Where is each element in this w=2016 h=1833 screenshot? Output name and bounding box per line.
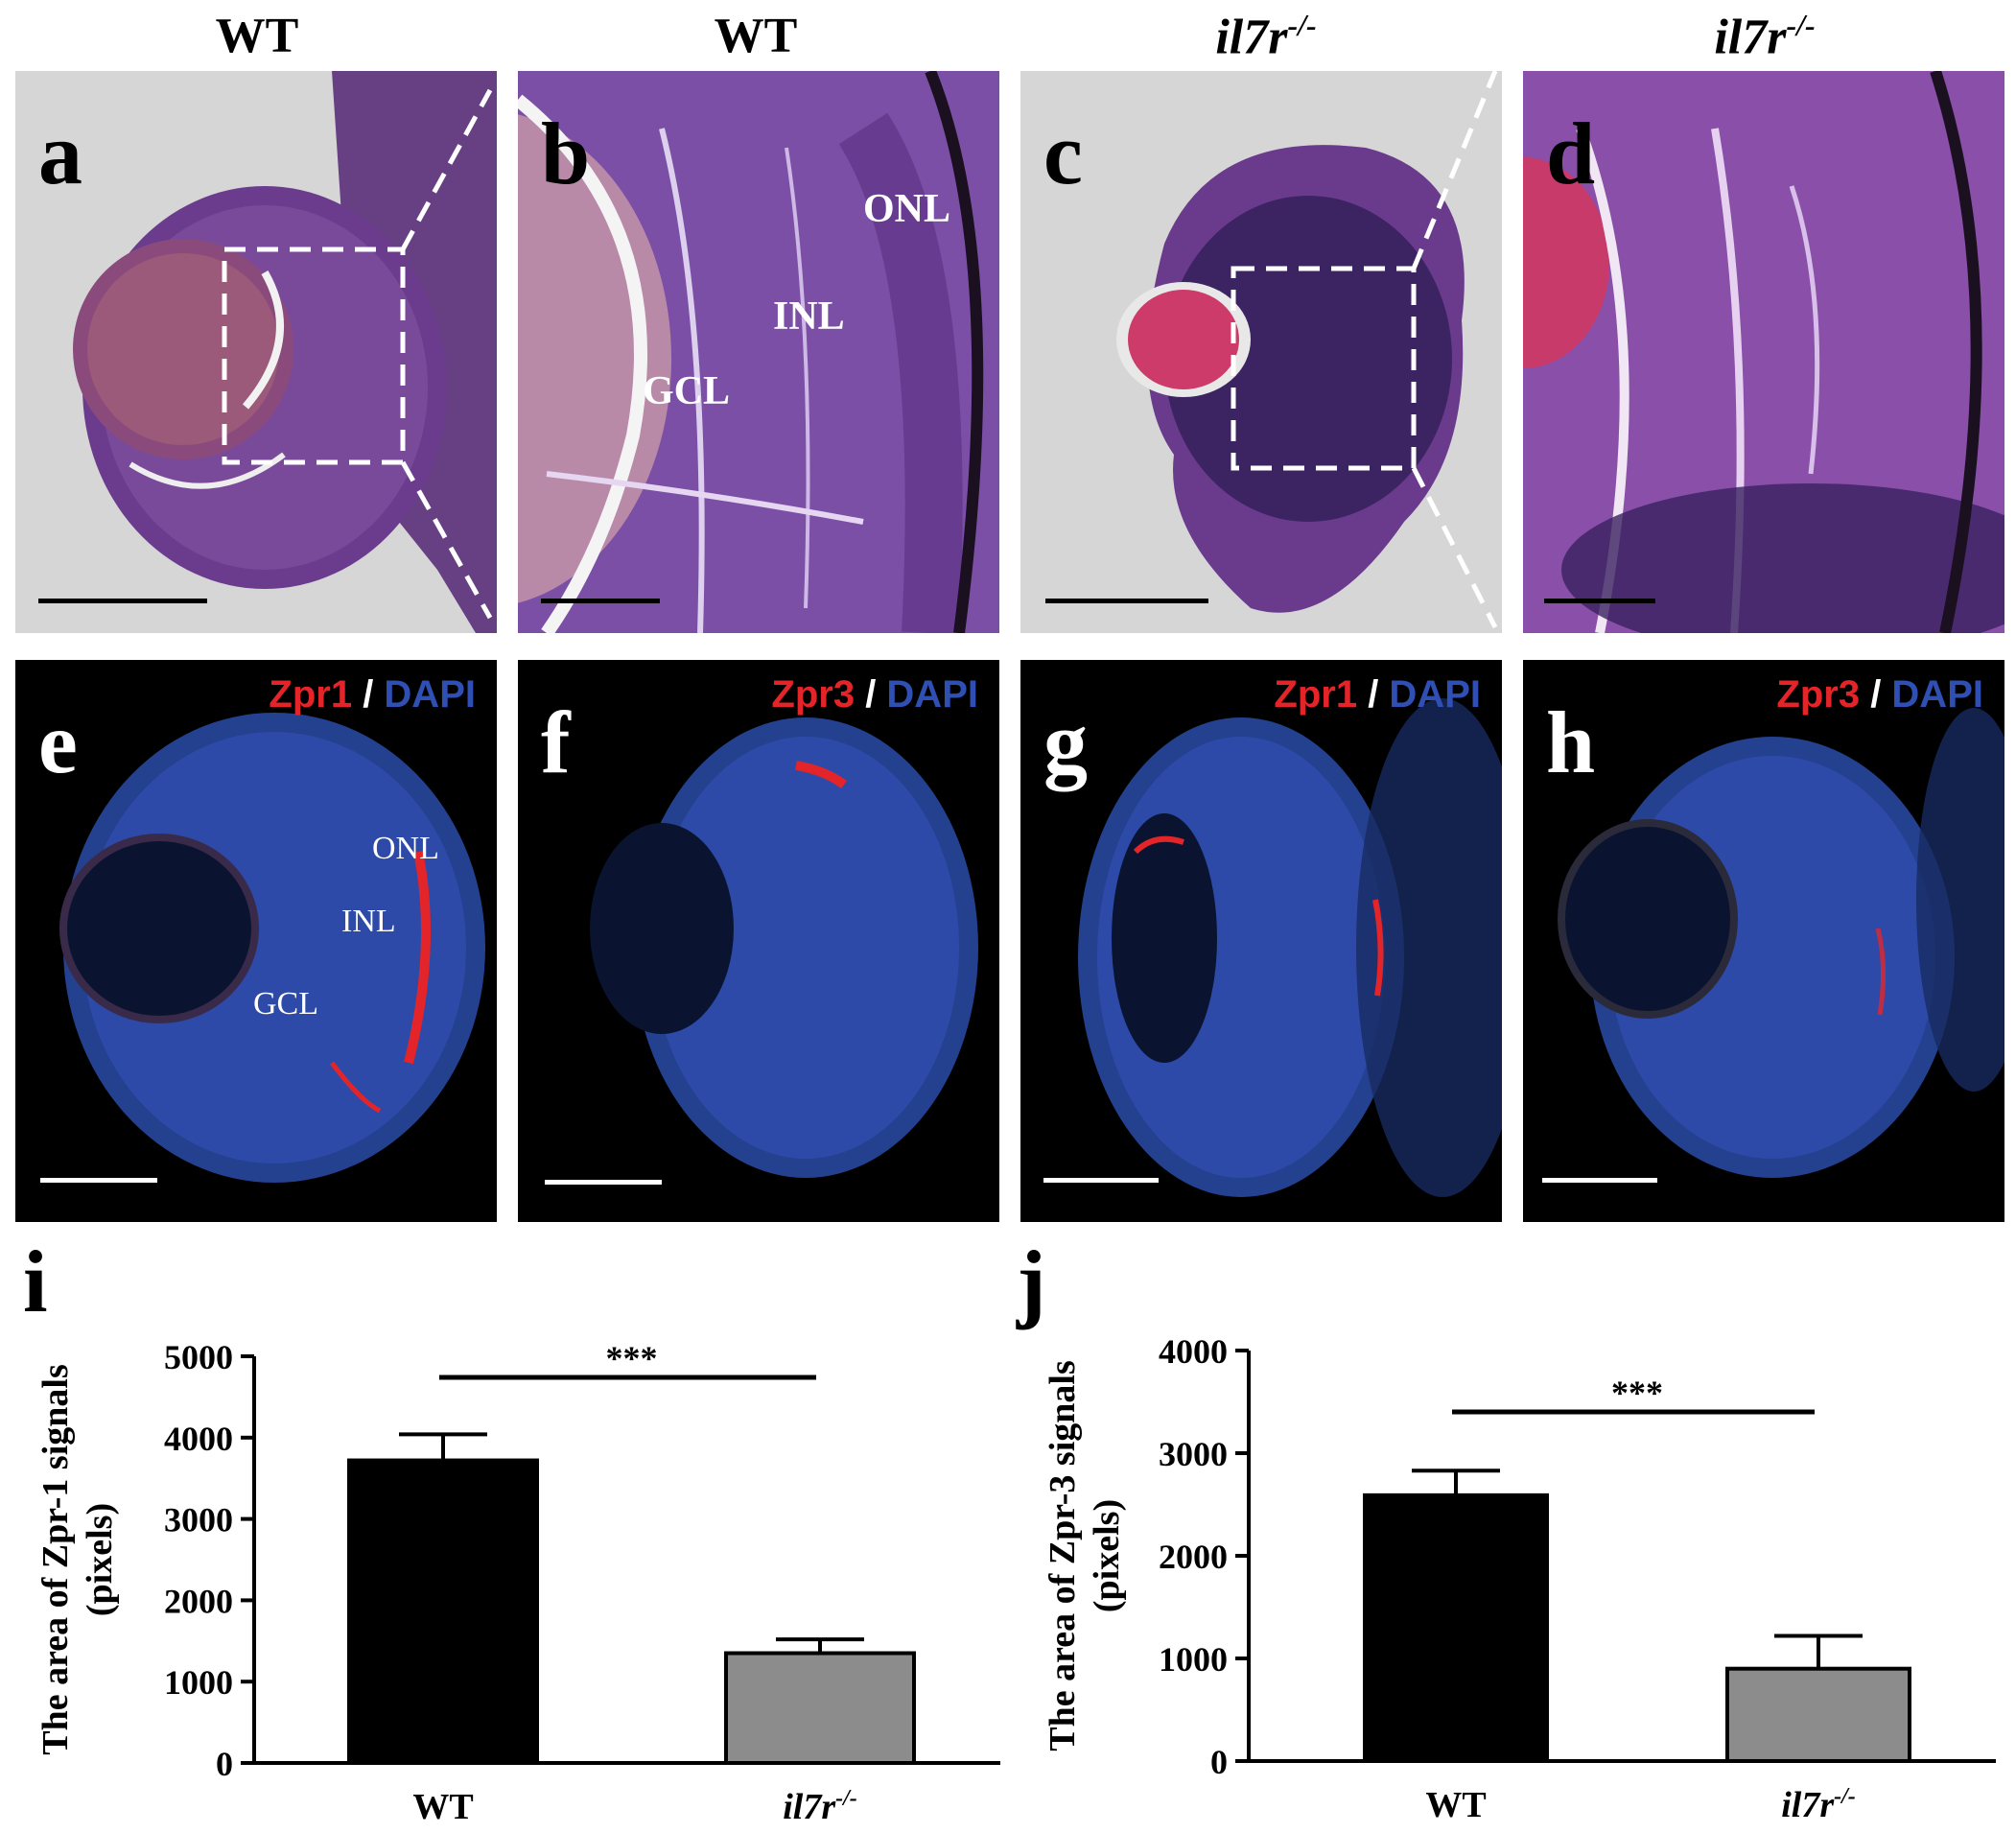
scale-bar-c: [1045, 599, 1208, 603]
y-tick-label: 4000: [164, 1420, 233, 1458]
stain-legend-g: Zpr1 / DAPI: [1274, 673, 1481, 716]
y-tick-label: 0: [1210, 1743, 1228, 1781]
panel-label-a: a: [38, 105, 82, 202]
x-category-label: il7r-/-: [783, 1786, 857, 1827]
column-title-il7r-2: il7r-/-: [1714, 8, 1816, 65]
panel-label-g: g: [1043, 693, 1088, 791]
scale-bar-h: [1542, 1178, 1657, 1183]
fluor-panel-g: g Zpr1 / DAPI: [1020, 660, 1502, 1222]
x-category-label: WT: [412, 1787, 473, 1827]
layer-label-onl-e: ONL: [372, 831, 439, 866]
stain-legend-e: Zpr1 / DAPI: [269, 673, 476, 716]
scale-bar-d: [1544, 599, 1655, 603]
layer-label-inl: INL: [773, 294, 845, 339]
layer-label-inl-e: INL: [341, 904, 396, 939]
scale-bar-g: [1043, 1178, 1159, 1183]
panel-label-d: d: [1546, 105, 1596, 202]
panel-label-h: h: [1546, 693, 1596, 791]
fluor-panel-e: e Zpr1 / DAPI ONL INL GCL: [15, 660, 497, 1222]
panel-label-c: c: [1043, 105, 1083, 202]
y-axis-label-unit: (pixels): [80, 1503, 120, 1616]
y-tick-label: 4000: [1159, 1332, 1228, 1371]
y-tick-label: 2000: [1159, 1538, 1228, 1576]
bar-il7r: [724, 1651, 916, 1765]
y-axis-label-unit: (pixels): [1087, 1499, 1127, 1612]
layer-label-gcl-e: GCL: [253, 986, 318, 1022]
significance-stars: ***: [606, 1339, 658, 1377]
fluor-image-e: [59, 713, 485, 1183]
he-panel-d: d: [1523, 71, 2004, 633]
fluor-image-f: [590, 717, 978, 1178]
column-title-il7r-1: il7r-/-: [1215, 8, 1317, 65]
bar-chart-i: 0 1000 2000 3000 4000 5000 The area of Zpr-1 s…: [35, 1338, 1000, 1827]
y-tick-label: 3000: [1159, 1435, 1228, 1473]
significance-stars: ***: [1611, 1374, 1663, 1412]
panel-label-i: i: [23, 1233, 48, 1330]
stain-legend-h: Zpr3 / DAPI: [1776, 673, 1983, 716]
panel-label-f: f: [541, 693, 571, 791]
he-panel-b: b ONL INL GCL: [518, 71, 999, 633]
stain-legend-f: Zpr3 / DAPI: [771, 673, 978, 716]
y-axis-label: The area of Zpr-3 signals: [1043, 1360, 1083, 1751]
he-image-c: [1116, 71, 1498, 629]
y-tick-label: 1000: [1159, 1640, 1228, 1679]
fluor-image-h: [1558, 708, 2004, 1178]
layer-label-gcl: GCL: [643, 369, 731, 413]
he-panel-c: c: [1020, 71, 1502, 633]
x-category-label: il7r-/-: [1781, 1784, 1856, 1825]
scale-bar-b: [541, 599, 660, 603]
bar-chart-j: 0 1000 2000 3000 4000 The area of Zpr-3 signa…: [1043, 1332, 1996, 1825]
x-category-label: WT: [1425, 1785, 1486, 1825]
column-title-wt-2: WT: [714, 9, 798, 63]
scale-bar-a: [38, 599, 207, 603]
he-image-b: [518, 71, 984, 633]
y-tick-label: 2000: [164, 1582, 233, 1620]
scale-bar-e: [40, 1178, 157, 1183]
column-title-wt-1: WT: [215, 9, 299, 63]
y-tick-label: 3000: [164, 1501, 233, 1539]
he-panel-a: a: [15, 71, 497, 633]
bar-wt: [1363, 1492, 1549, 1763]
he-image-d: [1523, 71, 2004, 633]
panel-label-e: e: [38, 693, 78, 791]
he-image-a: [73, 71, 497, 633]
panel-label-j: j: [1017, 1233, 1046, 1330]
panel-label-b: b: [541, 105, 591, 202]
fluor-panel-f: f Zpr3 / DAPI: [518, 660, 999, 1222]
fluor-panel-h: h Zpr3 / DAPI: [1523, 660, 2004, 1222]
layer-label-onl: ONL: [863, 187, 951, 231]
y-tick-label: 1000: [164, 1663, 233, 1702]
y-tick-label: 5000: [164, 1338, 233, 1376]
scale-bar-f: [545, 1180, 662, 1185]
bar-wt: [347, 1458, 539, 1765]
fluor-image-g: [1078, 698, 1502, 1197]
y-tick-label: 0: [216, 1745, 233, 1783]
bar-il7r: [1725, 1666, 1911, 1764]
y-axis-label: The area of Zpr-1 signals: [35, 1364, 76, 1754]
